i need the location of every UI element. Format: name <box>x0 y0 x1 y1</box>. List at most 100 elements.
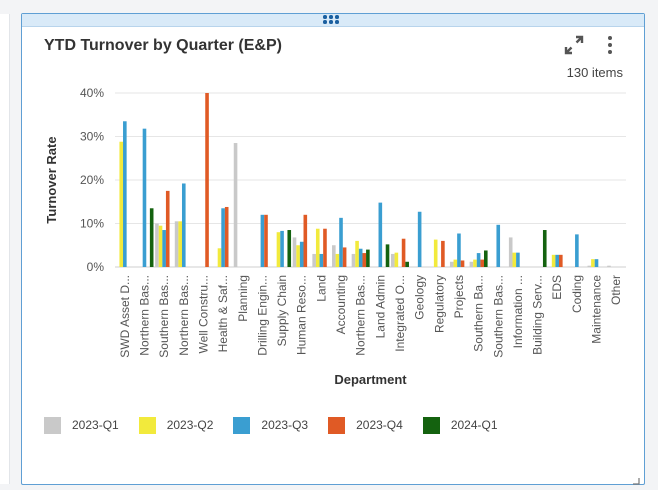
card-title: YTD Turnover by Quarter (E&P) <box>44 37 282 54</box>
x-tick-label: EDS <box>550 275 564 300</box>
bar <box>221 208 225 267</box>
x-tick-label: Land <box>314 275 328 302</box>
bar <box>483 250 488 267</box>
bar <box>292 237 297 267</box>
bar <box>594 259 599 267</box>
x-tick-label: Northern Bas... <box>137 275 151 356</box>
legend-swatch <box>138 416 156 434</box>
bar <box>405 261 409 267</box>
bar <box>508 237 513 267</box>
resize-grip-icon[interactable] <box>632 472 640 485</box>
bar <box>332 245 336 267</box>
legend-label: 2023-Q1 <box>72 418 119 432</box>
bar <box>181 183 186 267</box>
x-tick-label: Regulatory <box>432 275 446 333</box>
bar <box>358 248 363 267</box>
bar <box>512 252 517 267</box>
chart-legend: 2023-Q1 2023-Q2 2023-Q3 2023-Q4 2024-Q1 <box>44 415 518 435</box>
legend-swatch <box>233 416 251 434</box>
legend-item[interactable]: 2023-Q3 <box>233 416 308 434</box>
bar <box>460 260 465 267</box>
x-tick-label: Integrated O... <box>393 275 407 352</box>
bar <box>276 232 281 267</box>
bar <box>224 206 229 267</box>
bar <box>385 244 390 267</box>
x-tick-label: Geology <box>413 275 427 320</box>
legend-item[interactable]: 2023-Q1 <box>44 416 119 434</box>
bar <box>339 217 343 267</box>
bar <box>441 240 445 267</box>
x-tick-label: Northern Bas... <box>354 275 368 356</box>
legend-item[interactable]: 2023-Q2 <box>138 416 213 434</box>
legend-swatch <box>44 416 61 434</box>
y-tick-label: 10% <box>80 217 104 231</box>
bar <box>287 230 292 267</box>
bar <box>542 230 547 267</box>
bar <box>480 259 484 267</box>
bar <box>587 265 592 267</box>
bar <box>299 241 304 267</box>
legend-label: 2023-Q4 <box>356 418 403 432</box>
bar <box>178 221 182 267</box>
bar <box>355 240 359 267</box>
bar <box>233 143 238 267</box>
bar <box>390 253 395 267</box>
bar <box>591 259 595 267</box>
bar <box>457 233 461 267</box>
y-tick-label: 20% <box>80 173 104 187</box>
bar <box>174 221 179 267</box>
bar <box>280 230 284 267</box>
bar <box>362 253 367 267</box>
bar <box>162 230 166 267</box>
card-drag-bar[interactable] <box>22 14 644 27</box>
bar <box>303 214 308 267</box>
x-tick-label: Accounting <box>334 275 348 334</box>
bar <box>342 247 347 267</box>
chart-card: YTD Turnover by Quarter (E&P) 130 items … <box>21 13 645 485</box>
bar <box>449 261 454 267</box>
x-tick-label: Supply Chain <box>275 275 289 346</box>
y-tick-label: 40% <box>80 86 104 100</box>
bar <box>312 253 316 267</box>
bar <box>335 253 340 267</box>
bar <box>264 214 268 267</box>
bar <box>433 239 438 267</box>
bar <box>469 261 474 267</box>
x-tick-label: Southern Bas... <box>491 275 505 358</box>
bar <box>142 128 147 267</box>
x-tick-label: Southern Ba... <box>472 275 486 352</box>
bar <box>366 249 370 267</box>
bar <box>123 121 127 268</box>
bar <box>217 248 222 267</box>
bar <box>417 211 422 267</box>
legend-swatch <box>422 416 440 434</box>
bar <box>401 238 406 267</box>
item-count: 130 items <box>566 65 623 80</box>
x-axis-title: Department <box>334 372 407 387</box>
x-tick-label: Southern Bas... <box>157 275 171 358</box>
bar <box>559 254 563 267</box>
bar <box>296 245 300 267</box>
more-vertical-icon[interactable] <box>599 34 621 56</box>
x-tick-label: Maintenance <box>590 275 604 344</box>
bar <box>394 252 399 267</box>
bar <box>551 254 556 267</box>
x-tick-label: Northern Bas... <box>177 275 191 356</box>
bar <box>323 228 327 267</box>
drag-handle-icon[interactable] <box>322 15 342 25</box>
legend-item[interactable]: 2023-Q4 <box>328 416 403 434</box>
expand-icon[interactable] <box>563 34 585 56</box>
bar <box>575 234 579 267</box>
x-tick-label: Well Constru... <box>196 275 210 353</box>
bar <box>119 141 124 267</box>
bar <box>149 208 154 267</box>
x-tick-label: Information ... <box>511 275 525 348</box>
bar <box>453 259 458 267</box>
x-tick-label: Drilling Engin... <box>255 275 269 356</box>
x-tick-label: Projects <box>452 275 466 318</box>
x-tick-label: Building Serv... <box>531 275 545 355</box>
turnover-bar-chart: 0% 10% 20% 30% 40% SWD Asset D... Northern Bas… <box>44 86 626 387</box>
bar <box>473 259 477 267</box>
bar <box>516 252 520 267</box>
legend-item[interactable]: 2024-Q1 <box>422 416 498 434</box>
